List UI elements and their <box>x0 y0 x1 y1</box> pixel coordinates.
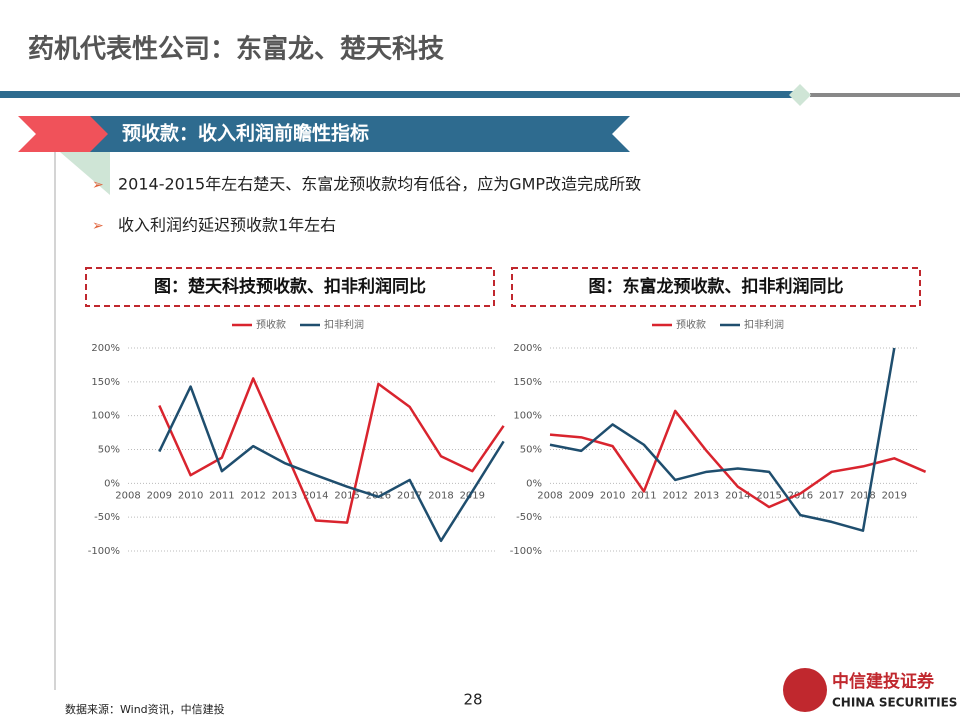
legend-label: 预收款 <box>256 318 286 331</box>
legend-label: 预收款 <box>676 318 706 331</box>
x-tick-label: 2008 <box>537 490 562 501</box>
series-line <box>158 385 505 543</box>
x-tick-label: 2013 <box>272 490 297 501</box>
x-tick-label: 2011 <box>209 490 234 501</box>
x-tick-label: 2010 <box>600 490 625 501</box>
slide-title: 药机代表性公司：东富龙、楚天科技 <box>28 34 444 65</box>
y-tick-label: 50% <box>98 445 120 456</box>
y-tick-label: -50% <box>516 512 542 523</box>
x-tick-label: 2015 <box>756 490 781 501</box>
chart-title: 图：东富龙预收款、扣非利润同比 <box>589 276 844 297</box>
x-tick-label: 2009 <box>569 490 594 501</box>
banner-text: 预收款：收入利润前瞻性指标 <box>122 122 369 145</box>
chart-title-box <box>85 267 495 307</box>
bullet: 2014-2015年左右楚天、东富龙预收款均有低谷，应为GMP改造完成所致 <box>118 175 641 194</box>
y-tick-label: 200% <box>513 343 542 354</box>
x-tick-label: 2017 <box>397 490 422 501</box>
chart-title-box <box>511 267 921 307</box>
x-tick-label: 2015 <box>334 490 359 501</box>
x-tick-label: 2013 <box>694 490 719 501</box>
bullet: 收入利润约延迟预收款1年左右 <box>118 216 336 235</box>
legend-label: 扣非利润 <box>744 318 784 331</box>
bullet-icon: ➢ <box>92 177 104 193</box>
y-tick-label: -100% <box>510 546 542 557</box>
y-tick-label: 0% <box>104 478 120 489</box>
y-tick-label: 150% <box>513 377 542 388</box>
y-tick-label: 100% <box>91 411 120 422</box>
legend-label: 扣非利润 <box>324 318 364 331</box>
y-tick-label: 50% <box>520 445 542 456</box>
x-tick-label: 2017 <box>819 490 844 501</box>
x-tick-label: 2011 <box>631 490 656 501</box>
y-tick-label: -50% <box>94 512 120 523</box>
y-tick-label: 150% <box>91 377 120 388</box>
x-tick-label: 2016 <box>788 490 813 501</box>
x-tick-label: 2014 <box>725 490 750 501</box>
header-line <box>810 93 960 97</box>
series-line <box>549 347 896 532</box>
x-tick-label: 2010 <box>178 490 203 501</box>
banner-fold <box>60 152 110 195</box>
logo-name: 中信建投证券 <box>832 671 935 692</box>
source: 数据来源：Wind资讯，中信建投 <box>65 702 225 716</box>
diamond <box>789 84 811 106</box>
x-tick-label: 2012 <box>662 490 687 501</box>
series-line <box>549 409 927 509</box>
y-tick-label: 0% <box>526 478 542 489</box>
x-tick-label: 2018 <box>428 490 453 501</box>
y-tick-label: -100% <box>88 546 120 557</box>
x-tick-label: 2018 <box>850 490 875 501</box>
logo-mark <box>783 668 827 712</box>
header-bar <box>0 91 795 98</box>
x-tick-label: 2019 <box>882 490 907 501</box>
logo-english: CHINA SECURITIES <box>832 696 957 710</box>
x-tick-label: 2014 <box>303 490 328 501</box>
chart-title: 图：楚天科技预收款、扣非利润同比 <box>154 276 426 297</box>
page-number: 28 <box>463 691 482 709</box>
y-tick-label: 100% <box>513 411 542 422</box>
x-tick-label: 2012 <box>240 490 265 501</box>
y-tick-label: 200% <box>91 343 120 354</box>
x-tick-label: 2008 <box>115 490 140 501</box>
banner-tail <box>18 116 110 152</box>
x-tick-label: 2019 <box>460 490 485 501</box>
bullet-icon: ➢ <box>92 218 104 234</box>
x-tick-label: 2009 <box>147 490 172 501</box>
banner <box>90 116 630 152</box>
